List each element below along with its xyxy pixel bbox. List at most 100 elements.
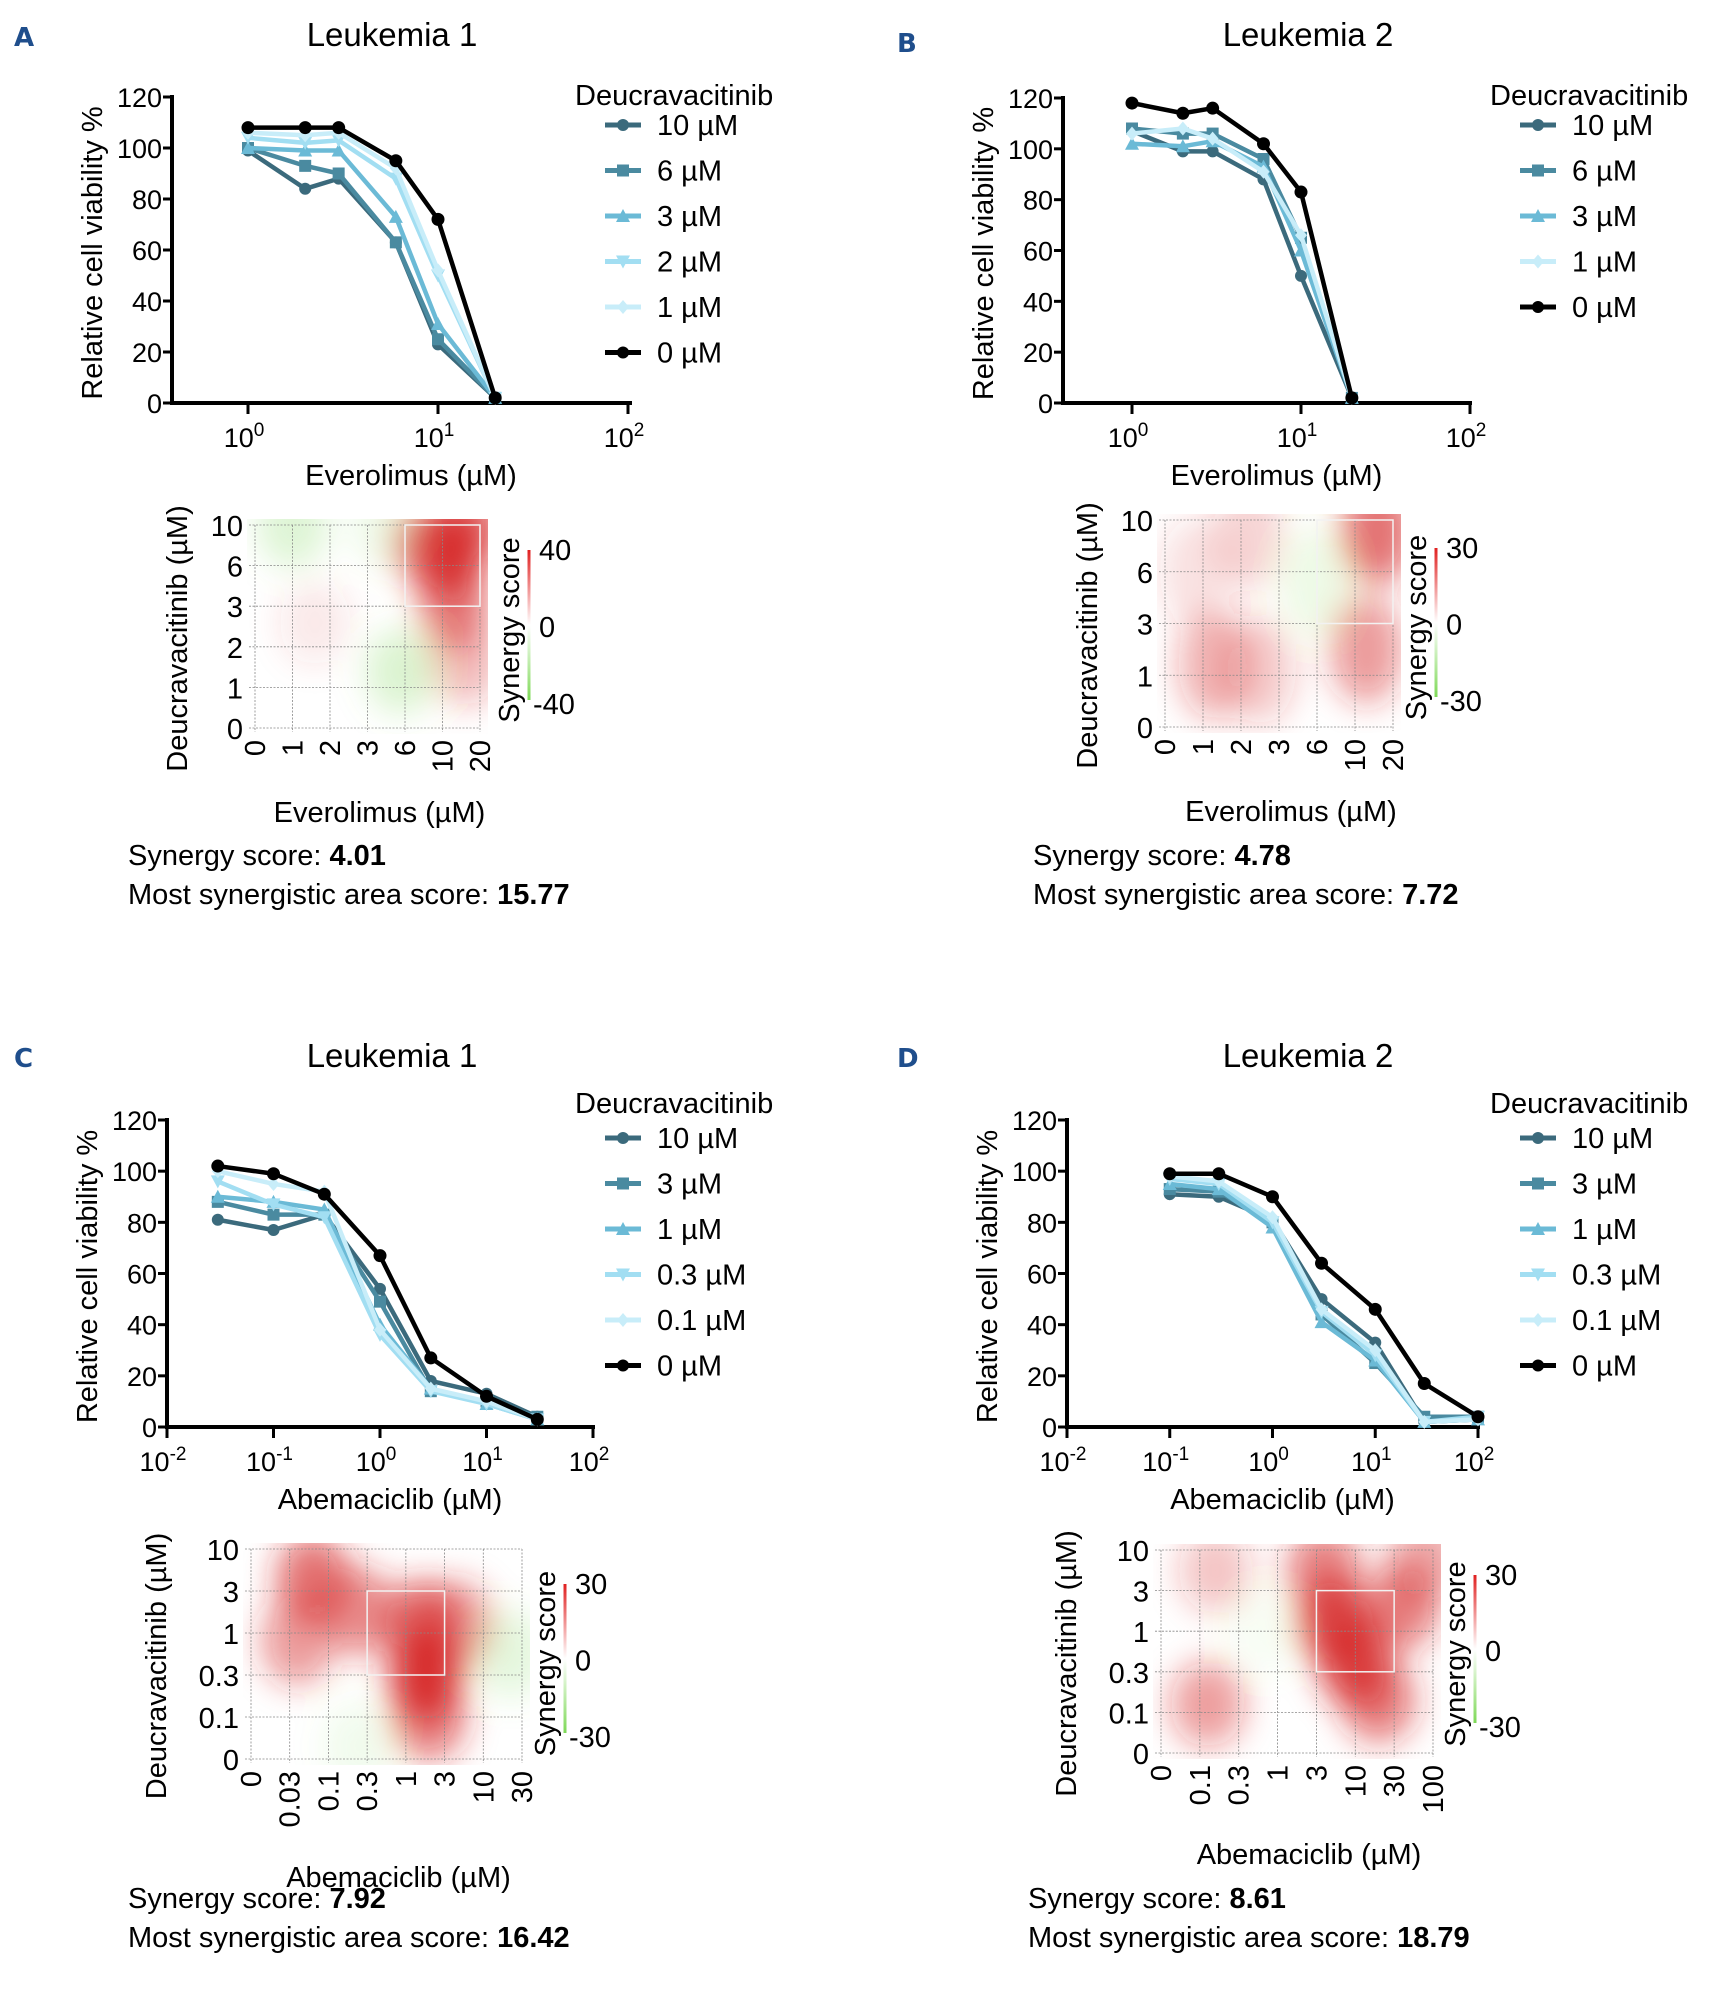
data-point [299, 182, 312, 195]
x-axis-label: Abemaciclib (µM) [286, 1862, 511, 1894]
x-dose-label: 10 [1340, 1765, 1372, 1797]
data-point [211, 1213, 224, 1226]
area-score-line: Most synergistic area score: 18.79 [1028, 1922, 1470, 1955]
data-point [388, 209, 403, 223]
synergy-region [322, 1567, 397, 1657]
y-tick-label: 120 [1008, 84, 1053, 114]
y-tick-label: 60 [127, 1260, 157, 1290]
data-point [1294, 185, 1308, 199]
data-point [1176, 106, 1190, 120]
data-point [1176, 121, 1189, 136]
legend-label: 10 µM [657, 110, 738, 142]
data-point [374, 1322, 386, 1337]
synergy-region [429, 620, 488, 706]
x-dose-label: 0.3 [352, 1771, 384, 1811]
chart-title: Leukemia 1 [307, 1037, 478, 1074]
legend-marker [617, 1359, 629, 1372]
series-1m [1126, 121, 1358, 405]
legend-item: 3 µM [1520, 1169, 1637, 1201]
panel-d: D Leukemia 2 0 20 40 60 80 100 120 10-2 10-1 100 101… [897, 1037, 1688, 1516]
y-tick-label: 100 [112, 1157, 157, 1187]
data-point [298, 143, 313, 157]
legend-label: 0 µM [657, 1351, 722, 1383]
chart-title: Leukemia 2 [1223, 1037, 1394, 1074]
legend-label: 0.1 µM [1572, 1305, 1661, 1337]
x-dose-label: 0.1 [1185, 1765, 1217, 1805]
y-tick-label: 20 [1023, 338, 1053, 368]
legend-label: 0.3 µM [657, 1260, 746, 1292]
legend-item: 3 µM [605, 1169, 722, 1201]
synergy-region [279, 579, 351, 666]
data-point [431, 316, 445, 330]
most-synergistic-area-box [366, 1590, 446, 1676]
synergy-region [322, 1702, 397, 1765]
y-dose-label: 0 [1137, 713, 1153, 745]
legend-item: 1 µM [1520, 247, 1637, 279]
y-dose-label: 3 [223, 1577, 239, 1609]
y-dose-label: 0.3 [1109, 1658, 1149, 1690]
y-tick-label: 0 [1038, 389, 1053, 419]
legend-marker [1532, 1313, 1544, 1327]
panel-letter: A [14, 23, 34, 53]
y-axis-label: Relative cell viability % [972, 1130, 1004, 1423]
y-dose-label: 10 [211, 511, 243, 543]
x-dose-label: 0.3 [1224, 1765, 1256, 1805]
legend-marker [617, 300, 629, 314]
legend-item: 1 µM [605, 1214, 722, 1246]
data-point [530, 1412, 544, 1426]
legend-label: 0 µM [1572, 1351, 1637, 1383]
synergy-region [1330, 595, 1401, 704]
synergy-score-value: 8.61 [1229, 1883, 1286, 1915]
series-line [217, 1199, 538, 1419]
y-tick-label: 20 [132, 338, 162, 368]
most-synergistic-area-box [1315, 1589, 1395, 1673]
y-dose-label: 3 [227, 592, 243, 624]
data-point [1206, 131, 1219, 146]
legend-item: 10 µM [1520, 1123, 1653, 1155]
legend-label: 2 µM [657, 247, 722, 279]
data-point [1257, 137, 1271, 151]
synergy-region [365, 628, 437, 714]
data-point [299, 159, 312, 172]
x-tick-label: 102 [604, 420, 645, 453]
y-dose-label: 10 [1121, 506, 1153, 538]
series-0m [1125, 96, 1359, 405]
legend-marker [617, 1132, 629, 1144]
legend-marker [1532, 1132, 1544, 1144]
legend-item: 6 µM [1520, 156, 1637, 188]
data-point [1295, 228, 1307, 243]
data-point [1125, 96, 1139, 110]
legend-item: 0.1 µM [605, 1305, 746, 1337]
area-score-label: Most synergistic area score: [1033, 879, 1403, 911]
legend-label: 0.3 µM [1572, 1260, 1661, 1292]
x-tick-label: 102 [1446, 420, 1487, 453]
synergy-score-line: Synergy score: 7.92 [128, 1883, 570, 1916]
data-point [424, 1351, 438, 1365]
colorbar-label: Synergy score [530, 1571, 562, 1756]
y-tick-label: 60 [1027, 1260, 1057, 1290]
x-dose-label: 30 [1379, 1765, 1411, 1797]
data-point [1368, 1302, 1382, 1316]
x-dose-label: 20 [1378, 739, 1410, 771]
x-axis-label: Abemaciclib (µM) [1170, 1484, 1395, 1516]
y-axis-label: Relative cell viability % [968, 107, 1000, 400]
colorbar [563, 1584, 567, 1733]
colorbar-label: Synergy score [494, 537, 526, 722]
synergy-region [1388, 1544, 1441, 1601]
x-tick-label: 102 [569, 1444, 610, 1477]
colorbar [527, 550, 531, 700]
x-dose-label: 3 [1301, 1765, 1333, 1781]
legend-label: 6 µM [1572, 156, 1637, 188]
colorbar-tick-label: 30 [1485, 1560, 1517, 1592]
data-point [267, 1208, 280, 1221]
legend-item: 2 µM [605, 247, 722, 279]
legend-item: 0 µM [605, 1351, 722, 1383]
y-axis-label: Relative cell viability % [72, 1130, 104, 1423]
x-tick-label: 102 [1454, 1444, 1495, 1477]
synergy-region [392, 1672, 466, 1762]
data-point [298, 121, 312, 135]
